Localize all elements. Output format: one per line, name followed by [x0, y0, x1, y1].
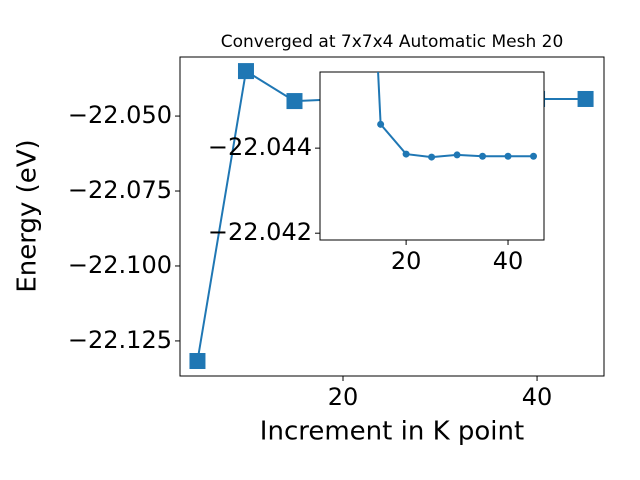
x-tick-label: 20 [391, 247, 422, 275]
marker [402, 150, 410, 158]
line [377, 72, 534, 159]
marker [428, 153, 436, 161]
y-tick-label: −22.125 [68, 326, 172, 354]
plot-content [377, 72, 538, 161]
marker [377, 120, 385, 128]
marker [189, 353, 206, 370]
x-tick-label: 40 [522, 383, 553, 411]
x-tick-label: 20 [328, 383, 359, 411]
y-tick-label: −22.100 [68, 251, 172, 279]
y-tick-label: −22.050 [68, 101, 172, 129]
marker [504, 152, 512, 160]
y-tick-label: −22.075 [68, 176, 172, 204]
marker [453, 151, 461, 159]
marker [479, 152, 487, 160]
x-axis-label: Increment in K point [260, 417, 524, 447]
chart-title: Converged at 7x7x4 Automatic Mesh 20 [221, 32, 564, 52]
y-tick-label: −22.042 [208, 218, 312, 246]
marker [530, 152, 538, 160]
y-tick-label: −22.044 [208, 133, 312, 161]
x-tick-label: 40 [493, 247, 524, 275]
marker [237, 63, 254, 80]
marker [286, 93, 303, 110]
marker [577, 90, 594, 107]
y-axis-label: Energy (eV) [13, 139, 43, 292]
